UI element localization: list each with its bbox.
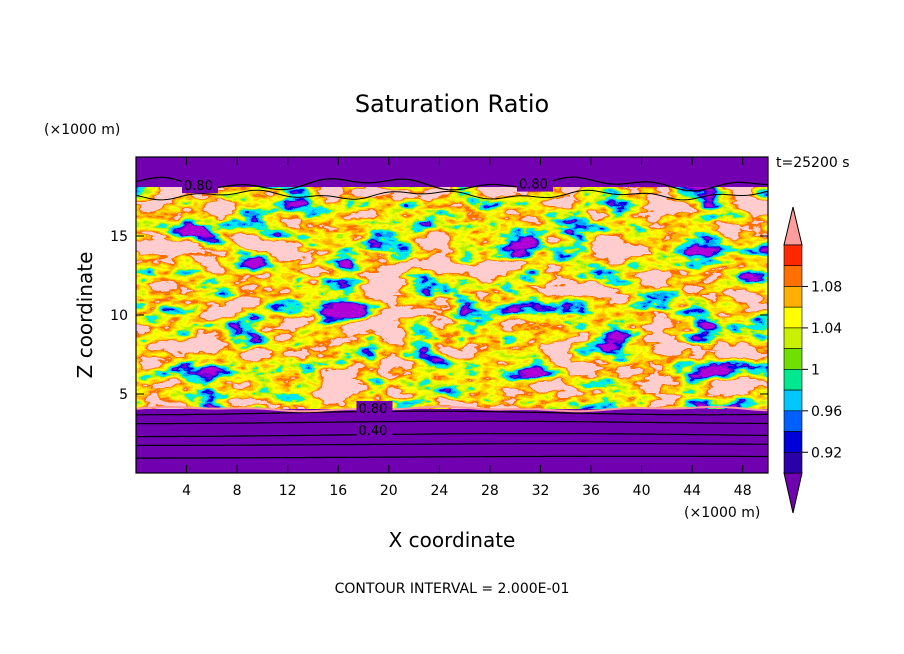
colorbar-swatch <box>783 431 803 453</box>
x-tick-label: 20 <box>380 483 398 499</box>
colorbar-tick-label: 1.04 <box>811 321 842 337</box>
x-tick-label: 8 <box>233 483 242 499</box>
plot-field <box>136 157 768 473</box>
contour-label: 0.80 <box>184 179 213 194</box>
chart-title: Saturation Ratio <box>355 90 549 118</box>
contour-line <box>136 405 768 413</box>
contour-lines <box>136 176 768 459</box>
colorbar-tick-label: 1.08 <box>811 279 842 295</box>
colorbar-tick-label: 0.96 <box>811 404 842 420</box>
y-tick-label: 15 <box>110 229 128 245</box>
contour-label-backdrop <box>516 176 553 192</box>
colorbar-swatch <box>783 369 803 391</box>
x-tick-label: 32 <box>532 483 550 499</box>
contour-line <box>136 176 768 192</box>
x-tick-label: 36 <box>582 483 600 499</box>
colorbar-swatch <box>783 410 803 432</box>
contour-label: 0.40 <box>358 424 387 439</box>
colorbar-swatch <box>783 265 803 287</box>
contour-labels: 0.80 0.80 0.80 0.40 <box>182 176 553 439</box>
contour-label-backdrop <box>356 400 393 416</box>
x-tick-label: 48 <box>734 483 752 499</box>
colorbar-swatch <box>783 389 803 412</box>
time-label: t=25200 s <box>776 155 850 171</box>
y-axis-label: Z coordinate <box>73 252 97 379</box>
contour-line <box>136 443 768 447</box>
colorbar-swatch <box>783 348 803 370</box>
x-tick-label: 24 <box>430 483 448 499</box>
x-axis: 4 8 12 16 20 24 28 32 36 40 44 48 <box>182 157 752 499</box>
y-tick-label: 10 <box>110 308 128 324</box>
contour-line <box>136 420 768 425</box>
x-axis-label: X coordinate <box>389 528 516 552</box>
saturation-field <box>136 157 768 409</box>
contour-label: 0.80 <box>358 402 387 417</box>
y-axis: 5 10 15 <box>110 229 768 403</box>
x-units-label: (×1000 m) <box>684 505 760 521</box>
colorbar-swatch <box>783 327 803 349</box>
dry-lower-band <box>136 409 768 473</box>
colorbar-tick-label: 1 <box>811 362 820 378</box>
colorbar-top-arrow <box>783 206 803 246</box>
x-tick-label: 44 <box>683 483 701 499</box>
colorbar-swatch <box>783 286 803 308</box>
contour-line <box>136 455 768 459</box>
contour-line <box>136 410 768 416</box>
colorbar: 0.92 0.96 1 1.04 1.08 <box>783 206 842 514</box>
contour-label-backdrop <box>182 178 219 194</box>
colorbar-swatch <box>783 451 803 474</box>
x-tick-label: 28 <box>481 483 499 499</box>
contour-line <box>136 433 768 438</box>
x-tick-label: 4 <box>182 483 191 499</box>
x-tick-label: 12 <box>279 483 297 499</box>
colorbar-tick-label: 0.92 <box>811 445 842 461</box>
y-units-label: (×1000 m) <box>44 122 120 138</box>
contour-label: 0.80 <box>519 178 548 193</box>
contour-interval-note: CONTOUR INTERVAL = 2.000E-01 <box>335 581 570 597</box>
colorbar-bottom-arrow <box>783 472 803 514</box>
contour-label-backdrop <box>356 423 393 439</box>
colorbar-swatch <box>783 244 803 267</box>
x-tick-label: 40 <box>633 483 651 499</box>
colorbar-swatch <box>783 306 803 329</box>
y-tick-label: 5 <box>119 387 128 403</box>
dry-upper-band <box>136 157 768 187</box>
contour-line <box>136 189 768 201</box>
x-tick-label: 16 <box>329 483 347 499</box>
